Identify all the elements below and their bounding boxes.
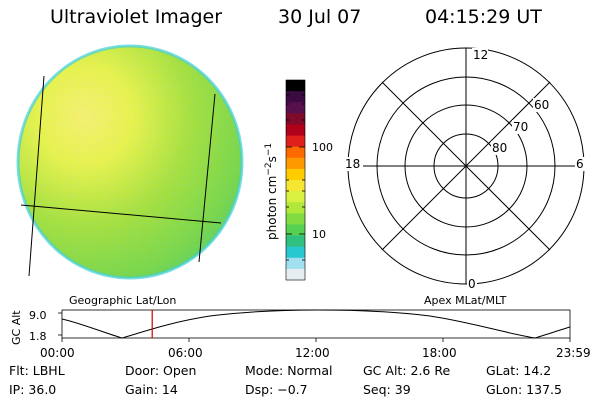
x-tick-18-00: 18:00	[422, 346, 457, 360]
gc-alt-ticks	[58, 312, 571, 342]
date-label: 30 Jul 07	[278, 6, 362, 28]
x-tick-00-00: 00:00	[40, 346, 75, 360]
gc-alt-frame	[61, 309, 571, 339]
colorbar-tick-100: 100	[312, 141, 333, 154]
mlt-label-12: 12	[473, 48, 488, 62]
gc-alt-tick-high: 9.0	[29, 309, 47, 322]
colorbar-segment	[286, 213, 305, 225]
colorbar-segment	[286, 180, 305, 192]
colorbar-ticks	[286, 94, 305, 261]
colorbar-segment	[286, 91, 305, 103]
colorbar-segment	[286, 268, 305, 281]
left-panel-label: Geographic Lat/Lon	[69, 294, 176, 307]
x-tick-12-00: 12:00	[295, 346, 330, 360]
colorbar-segment	[286, 191, 305, 203]
mode-readout: Mode: Normal	[245, 363, 333, 378]
colorbar-unit-label: photon cm−2s−1	[264, 143, 279, 240]
polar-plot	[347, 47, 585, 285]
door-readout: Door: Open	[125, 363, 197, 378]
x-tick-23-59: 23:59	[556, 346, 591, 360]
filter-readout: Flt: LBHL	[9, 363, 65, 378]
colorbar-segment	[286, 113, 305, 125]
time-label: 04:15:29 UT	[425, 6, 542, 28]
ip-readout: IP: 36.0	[9, 382, 57, 397]
mlt-label-6: 6	[576, 157, 584, 171]
colorbar-segment	[286, 235, 305, 248]
mlat-label-70: 70	[513, 120, 528, 134]
colorbar-tick-10: 10	[312, 228, 326, 241]
colorbar-segment	[286, 246, 305, 259]
gain-readout: Gain: 14	[125, 382, 178, 397]
mlt-label-18: 18	[345, 157, 360, 171]
mlt-label-0: 0	[468, 277, 476, 291]
colorbar-segment	[286, 257, 305, 270]
glat-readout: GLat: 14.2	[486, 363, 552, 378]
colorbar-segment	[286, 224, 305, 237]
gc-alt-curve	[61, 309, 571, 339]
colorbar-segment	[286, 102, 305, 114]
colorbar-segment	[286, 80, 305, 92]
gc-alt-readout: GC Alt: 2.6 Re	[363, 363, 451, 378]
seq-readout: Seq: 39	[363, 382, 411, 397]
dsp-readout: Dsp: −0.7	[245, 382, 308, 397]
colorbar-segment	[286, 146, 305, 159]
gc-alt-ylabel: GC Alt	[10, 310, 23, 345]
colorbar-segment	[286, 157, 305, 170]
glon-readout: GLon: 137.5	[486, 382, 562, 397]
mlat-label-80: 80	[492, 141, 507, 155]
colorbar-segment	[286, 135, 305, 148]
colorbar	[286, 80, 305, 281]
colorbar-segment	[286, 202, 305, 214]
gc-alt-tick-low: 1.8	[29, 330, 47, 343]
colorbar-segment	[286, 168, 305, 181]
right-panel-label: Apex MLat/MLT	[424, 294, 507, 307]
x-tick-06-00: 06:00	[168, 346, 203, 360]
colorbar-segment	[286, 124, 305, 137]
mlat-label-60: 60	[534, 98, 549, 112]
geographic-grid	[20, 75, 222, 277]
app-title: Ultraviolet Imager	[50, 6, 223, 28]
